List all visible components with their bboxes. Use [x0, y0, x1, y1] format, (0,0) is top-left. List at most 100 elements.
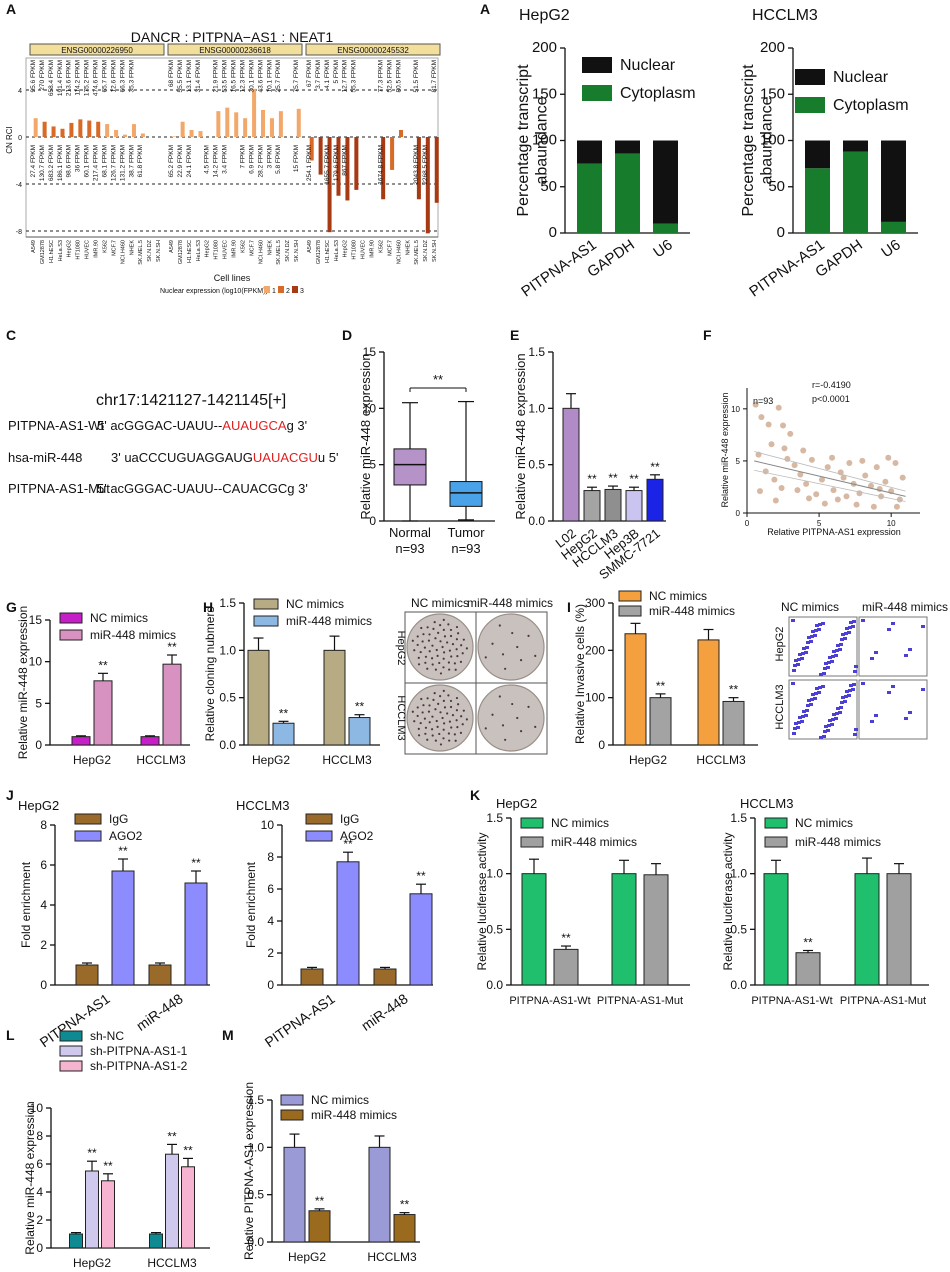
cell-line-label: A549 [307, 240, 313, 253]
chart-title: DANCR : PITPNA−AS1 : NEAT1 [131, 29, 334, 45]
cell-line-label: HUVEC [85, 240, 91, 259]
legend-label: NC mimics [90, 611, 148, 625]
rci-bar [336, 137, 341, 196]
colony [428, 633, 431, 636]
image-row-label: HCCLM3 [774, 684, 786, 729]
colony [447, 732, 450, 735]
x-axis-title: Relative PITPNA-AS1 expression [767, 527, 901, 537]
fpkm-label: 14.2 FPKM [213, 145, 220, 178]
colony [424, 732, 427, 735]
image-row-label: HepG2 [395, 631, 407, 666]
rci-bar [42, 121, 47, 137]
colony-dish [477, 684, 545, 752]
invaded-cell [813, 697, 817, 700]
data-point [830, 487, 837, 494]
y-axis-title: Fold enrichment [19, 861, 33, 948]
cell-line-label: A549 [169, 240, 175, 253]
colony [501, 653, 505, 656]
cell-line-label: HT1080 [214, 240, 220, 260]
significance-mark: ** [656, 679, 666, 693]
fpkm-label: 12.7 FPKM [342, 60, 349, 93]
bar-mir-448-mimics [162, 663, 182, 746]
panel-letter: H [203, 599, 213, 615]
invaded-cell [802, 710, 806, 713]
panel-letter: J [6, 787, 14, 803]
y-tick-label: -4 [16, 182, 22, 189]
cell-line-label: HepG2 [67, 240, 73, 257]
invaded-cell [844, 695, 848, 698]
y-axis-title: Fold enrichment [244, 861, 258, 948]
significance-mark: ** [343, 837, 353, 851]
colony [511, 702, 514, 706]
colony-dish [406, 684, 474, 752]
colony [421, 640, 424, 643]
fpkm-label: 3 FPKM [266, 145, 273, 168]
invaded-cell [827, 661, 831, 664]
y-tick-label: 0 [549, 224, 557, 241]
invaded-cell [849, 621, 853, 624]
y-tick-label: 5 [369, 458, 376, 472]
sequence-segment: u 5' [318, 450, 339, 465]
y-tick-label: 0.0 [219, 738, 236, 752]
colony [456, 726, 459, 729]
y-tick-label: 4 [267, 914, 274, 928]
invaded-cell [794, 722, 798, 725]
cell-line-label: SK.N.DZ [423, 239, 429, 261]
rci-bar [69, 122, 74, 137]
fpkm-label: 12.6 FPKM [110, 60, 117, 93]
colony [431, 644, 434, 647]
y-tick-label: 6 [267, 882, 274, 896]
rci-bar [180, 121, 185, 137]
legend-swatch [278, 286, 284, 293]
fpkm-label: 126.7 FPKM [110, 145, 117, 181]
bar-cytoplasm [577, 163, 602, 233]
cell-line-label: SK.MEL.5 [138, 240, 144, 265]
rci-bar [51, 126, 56, 137]
cell-line-label: NCI.H460 [258, 240, 264, 264]
invaded-cell [908, 711, 912, 714]
colony [439, 695, 442, 698]
legend-swatch [795, 97, 825, 113]
invaded-cell [841, 633, 845, 636]
invaded-cell [849, 684, 853, 687]
x-category-label: miR-448 [133, 990, 186, 1034]
data-point [859, 457, 866, 464]
fpkm-label: 68 FPKM [168, 60, 175, 87]
annotation: r=-0.4190 [812, 380, 851, 390]
colony [433, 621, 436, 624]
data-point [772, 497, 779, 504]
legend-label: 1 [272, 288, 276, 295]
significance-mark: ** [355, 700, 365, 714]
bar-nuclear [805, 140, 830, 169]
rci-bar [390, 137, 395, 170]
cell-line-label: GM12878 [178, 240, 184, 264]
colony [439, 640, 442, 643]
invaded-cell [818, 623, 822, 626]
legend-swatch [520, 836, 544, 848]
rci-bar [309, 137, 314, 161]
y-axis-title: Relative luciferase activity [721, 832, 735, 970]
legend-label: miR-448 mimics [286, 614, 372, 628]
colony [454, 668, 457, 671]
legend-label: NC mimics [286, 597, 344, 611]
bar-nuclear [615, 140, 640, 154]
fpkm-label: 55.3 FPKM [351, 60, 358, 93]
chart-title: HCCLM3 [752, 7, 818, 24]
bar-ago2 [184, 882, 208, 986]
invaded-cell [874, 714, 878, 717]
chart-title: HepG2 [18, 798, 59, 813]
bar [562, 407, 580, 522]
fpkm-label: 21.9 FPKM [213, 60, 220, 93]
invaded-cell [804, 714, 808, 717]
y-tick-label: 0.0 [528, 514, 545, 528]
colony [456, 655, 459, 658]
sequence-locus: chr17:1421127-1421145[+] [96, 392, 286, 409]
bar-mir-448-mimics [722, 700, 745, 746]
y-tick-label: 1.0 [247, 1140, 264, 1154]
bar-nc-mimics [521, 873, 547, 986]
box-body [449, 481, 483, 507]
fpkm-label: 213.6 FPKM [66, 60, 73, 96]
invaded-cell [823, 730, 827, 733]
fpkm-label: 77.3 FPKM [377, 60, 384, 93]
cell-line-label: HT1080 [76, 240, 82, 260]
